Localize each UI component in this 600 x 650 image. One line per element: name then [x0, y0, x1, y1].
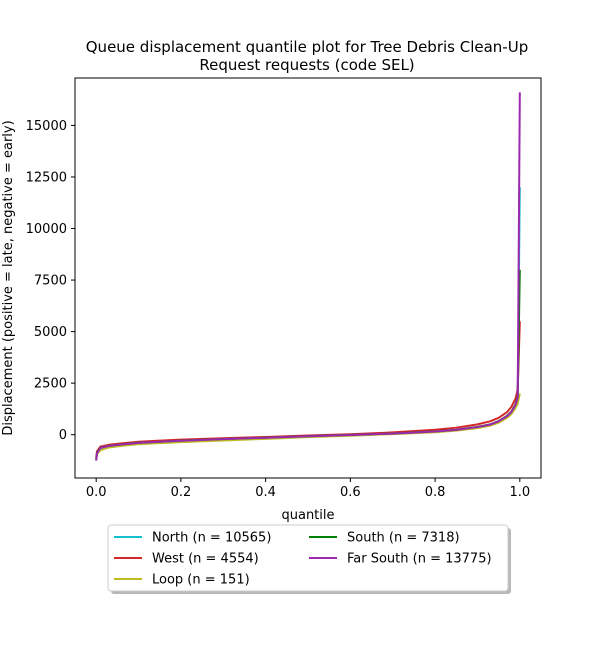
x-tick-label: 0.6: [340, 485, 361, 500]
legend: North (n = 10565) West (n = 4554) Loop (n …: [107, 524, 511, 594]
legend-label-4: Far South (n = 13775): [347, 552, 492, 567]
series-line-2: [95, 393, 521, 460]
y-tick-label: 12500: [26, 170, 67, 185]
legend-label-2: Loop (n = 151): [152, 573, 250, 588]
y-tick-label: 2500: [34, 377, 67, 392]
x-tick-label: 1.0: [509, 485, 530, 500]
plot-frame: [74, 77, 542, 479]
plot-lines: [95, 92, 521, 461]
legend-label-0: North (n = 10565): [152, 531, 271, 546]
chart-title-line2: Request requests (code SEL): [199, 56, 414, 74]
series-line-4: [95, 92, 521, 461]
legend-box: [107, 524, 509, 592]
y-axis-ticks: 0 2500 5000 7500 10000 12500 15000: [26, 119, 75, 443]
chart-title-line1: Queue displacement quantile plot for Tre…: [86, 38, 528, 56]
x-tick-label: 0.4: [255, 485, 276, 500]
y-axis-label: Displacement (positive = late, negative …: [1, 120, 16, 435]
series-line-0: [95, 187, 521, 461]
y-tick-label: 0: [59, 428, 67, 443]
y-tick-label: 7500: [34, 274, 67, 289]
x-axis-label: quantile: [281, 508, 334, 523]
x-tick-label: 0.0: [86, 485, 107, 500]
legend-label-1: West (n = 4554): [152, 552, 259, 567]
x-tick-label: 0.8: [425, 485, 446, 500]
y-tick-label: 5000: [34, 325, 67, 340]
y-tick-label: 10000: [26, 222, 67, 237]
legend-items: North (n = 10565) West (n = 4554) Loop (n …: [114, 531, 492, 588]
x-tick-label: 0.2: [171, 485, 192, 500]
y-tick-label: 15000: [26, 119, 67, 134]
x-axis-ticks: 0.0 0.2 0.4 0.6 0.8 1.0: [86, 478, 530, 500]
legend-label-3: South (n = 7318): [347, 531, 460, 546]
